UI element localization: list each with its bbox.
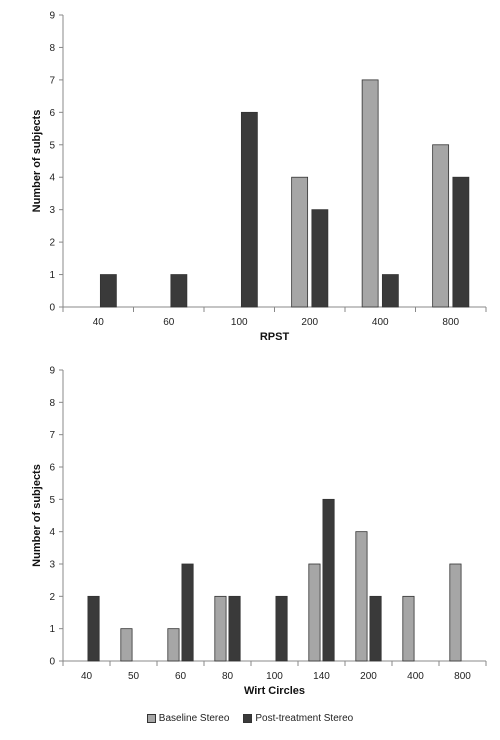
post-treatment-bar	[87, 595, 100, 662]
baseline-bar	[402, 595, 415, 662]
x-tick-label: 60	[163, 317, 175, 328]
baseline-bar	[355, 531, 368, 662]
legend: Baseline Stereo Post-treatment Stereo	[0, 708, 500, 728]
post-treatment-bar	[322, 498, 335, 662]
y-tick-label: 6	[49, 108, 55, 119]
y-tick-label: 9	[49, 11, 55, 22]
rpst-chart: 0 1 2 3 4 5 6 7 8 9 40 60 100 200 400 800 RPST Number of …	[31, 11, 487, 343]
x-tick-label: 140	[313, 671, 330, 682]
x-tick-label: 200	[301, 317, 318, 328]
y-tick-label: 2	[49, 592, 55, 603]
post-treatment-bar	[369, 595, 382, 662]
baseline-bar	[291, 176, 309, 308]
x-axis-title: Wirt Circles	[244, 685, 305, 697]
y-tick-label: 3	[49, 560, 55, 571]
x-tick-label: 200	[360, 671, 377, 682]
x-axis-title: RPST	[260, 331, 290, 343]
legend-label-post: Post-treatment Stereo	[255, 712, 354, 724]
y-tick-label: 7	[49, 430, 55, 441]
y-tick-label: 6	[49, 463, 55, 474]
y-tick-label: 1	[49, 270, 55, 281]
y-tick-label: 1	[49, 624, 55, 635]
y-tick-label: 8	[49, 398, 55, 409]
post-treatment-bar	[381, 274, 399, 308]
y-axis-title: Number of subjects	[31, 110, 43, 213]
x-tick-label: 100	[231, 317, 248, 328]
y-tick-label: 5	[49, 140, 55, 151]
x-tick-label: 40	[81, 671, 93, 682]
legend-swatch-post	[243, 713, 253, 723]
post-treatment-bar	[275, 595, 288, 662]
y-tick-label: 3	[49, 205, 55, 216]
post-treatment-bar	[170, 274, 188, 308]
x-tick-label: 800	[442, 317, 459, 328]
y-tick-label: 0	[49, 303, 55, 314]
y-axis-title: Number of subjects	[31, 464, 43, 567]
baseline-bar	[308, 563, 321, 662]
y-tick-label: 9	[49, 366, 55, 377]
post-treatment-bar	[240, 111, 258, 308]
legend-label-baseline: Baseline Stereo	[158, 712, 230, 724]
baseline-bar	[449, 563, 462, 662]
post-treatment-bar	[452, 176, 470, 308]
post-treatment-bar	[181, 563, 194, 662]
x-tick-label: 800	[454, 671, 471, 682]
legend-item-post: Post-treatment Stereo	[243, 713, 353, 724]
x-tick-label: 400	[407, 671, 424, 682]
y-tick-label: 4	[49, 527, 55, 538]
y-tick-label: 8	[49, 43, 55, 54]
baseline-bar	[120, 628, 133, 662]
x-tick-label: 80	[222, 671, 234, 682]
y-tick-label: 7	[49, 75, 55, 86]
x-tick-label: 400	[372, 317, 389, 328]
legend-item-baseline: Baseline Stereo	[146, 712, 230, 724]
x-tick-label: 40	[93, 317, 105, 328]
y-tick-label: 0	[49, 657, 55, 668]
y-tick-label: 2	[49, 238, 55, 249]
baseline-bar	[214, 595, 227, 662]
y-tick-label: 4	[49, 173, 55, 184]
post-treatment-bar	[311, 209, 329, 308]
baseline-bar	[361, 79, 379, 308]
x-tick-label: 100	[266, 671, 283, 682]
baseline-bar	[432, 144, 450, 308]
wirt-circles-chart: 0 1 2 3 4 5 6 7 8 9 40 50 60 80 100 140 200 400 800 Wirt Ci…	[31, 366, 487, 697]
post-treatment-bar	[228, 595, 241, 662]
baseline-bar	[167, 628, 180, 662]
post-treatment-bar	[99, 274, 117, 308]
x-tick-label: 50	[128, 671, 140, 682]
y-tick-label: 5	[49, 495, 55, 506]
x-tick-label: 60	[175, 671, 187, 682]
legend-swatch-baseline	[146, 713, 156, 723]
